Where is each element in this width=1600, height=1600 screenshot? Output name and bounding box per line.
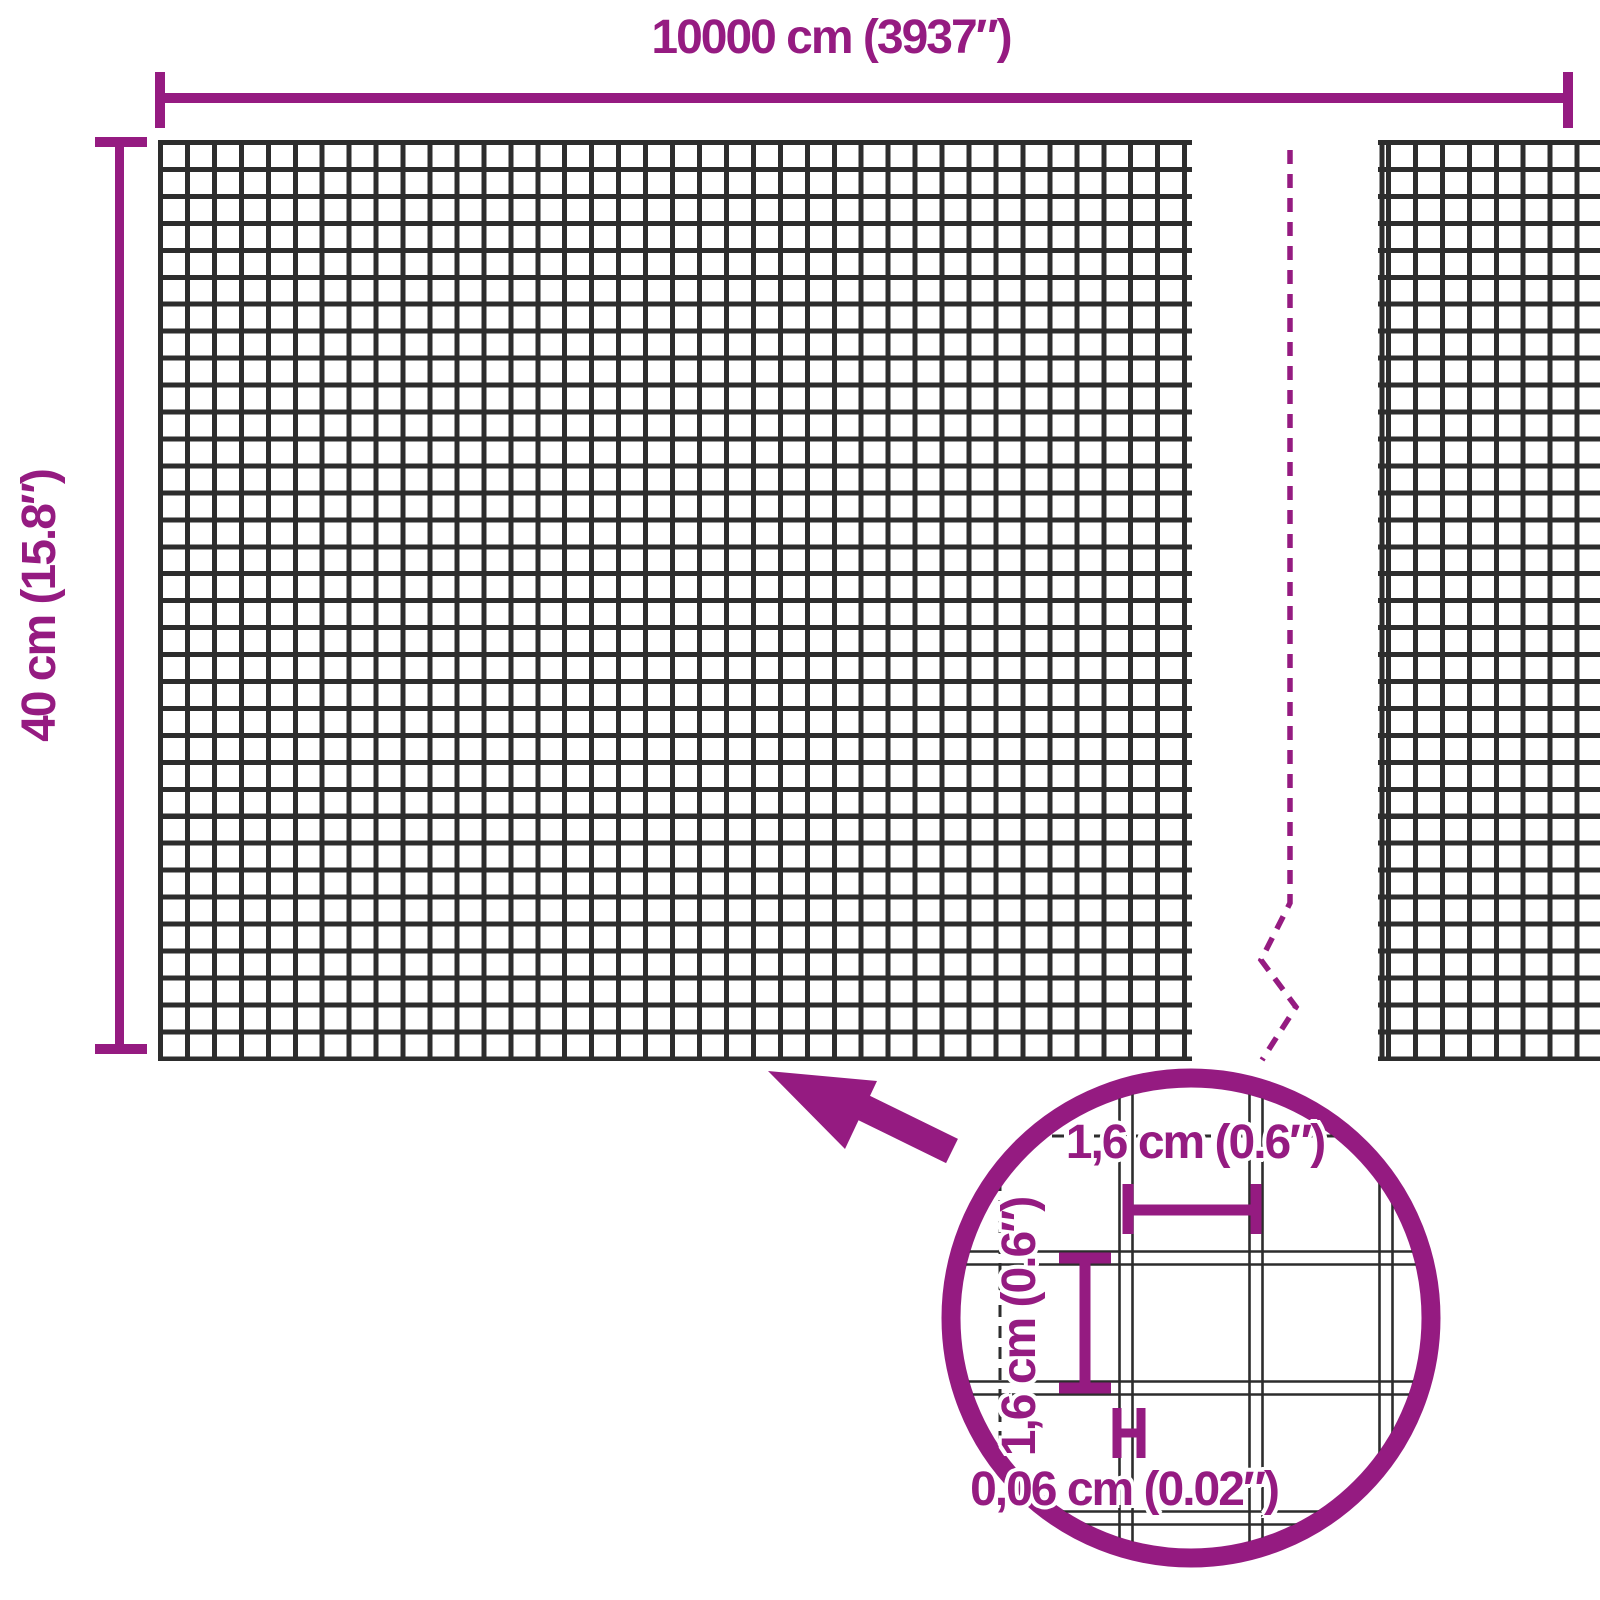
mesh-opening-height-measure (1059, 1252, 1111, 1394)
mesh-opening-height-label: 1,6 cm (0.6″) (993, 1197, 1046, 1457)
break-line-icon (1257, 150, 1300, 1062)
zoom-arrow-icon (768, 1071, 958, 1164)
magnifier-circle-icon (941, 1068, 1441, 1568)
wire-thickness-label: 0,06 cm (0.02″) (970, 1463, 1280, 1516)
mesh-panel-continuation (1378, 140, 1600, 1061)
mesh-opening-width-label: 1,6 cm (0.6″) (1065, 1116, 1326, 1169)
roll-width-top-tick (95, 137, 147, 147)
roll-length-right-tick (1563, 72, 1573, 128)
roll-length-dimension-line (160, 93, 1568, 103)
roll-width-bottom-tick (95, 1044, 147, 1054)
roll-length-label: 10000 cm (3937″) (651, 11, 1012, 64)
wire-thickness-measure (1112, 1408, 1146, 1458)
roll-length-left-tick (155, 72, 165, 128)
mesh-panel-main (158, 140, 1192, 1061)
mesh-opening-width-measure (1122, 1184, 1262, 1234)
roll-width-dimension-line (115, 140, 124, 1052)
